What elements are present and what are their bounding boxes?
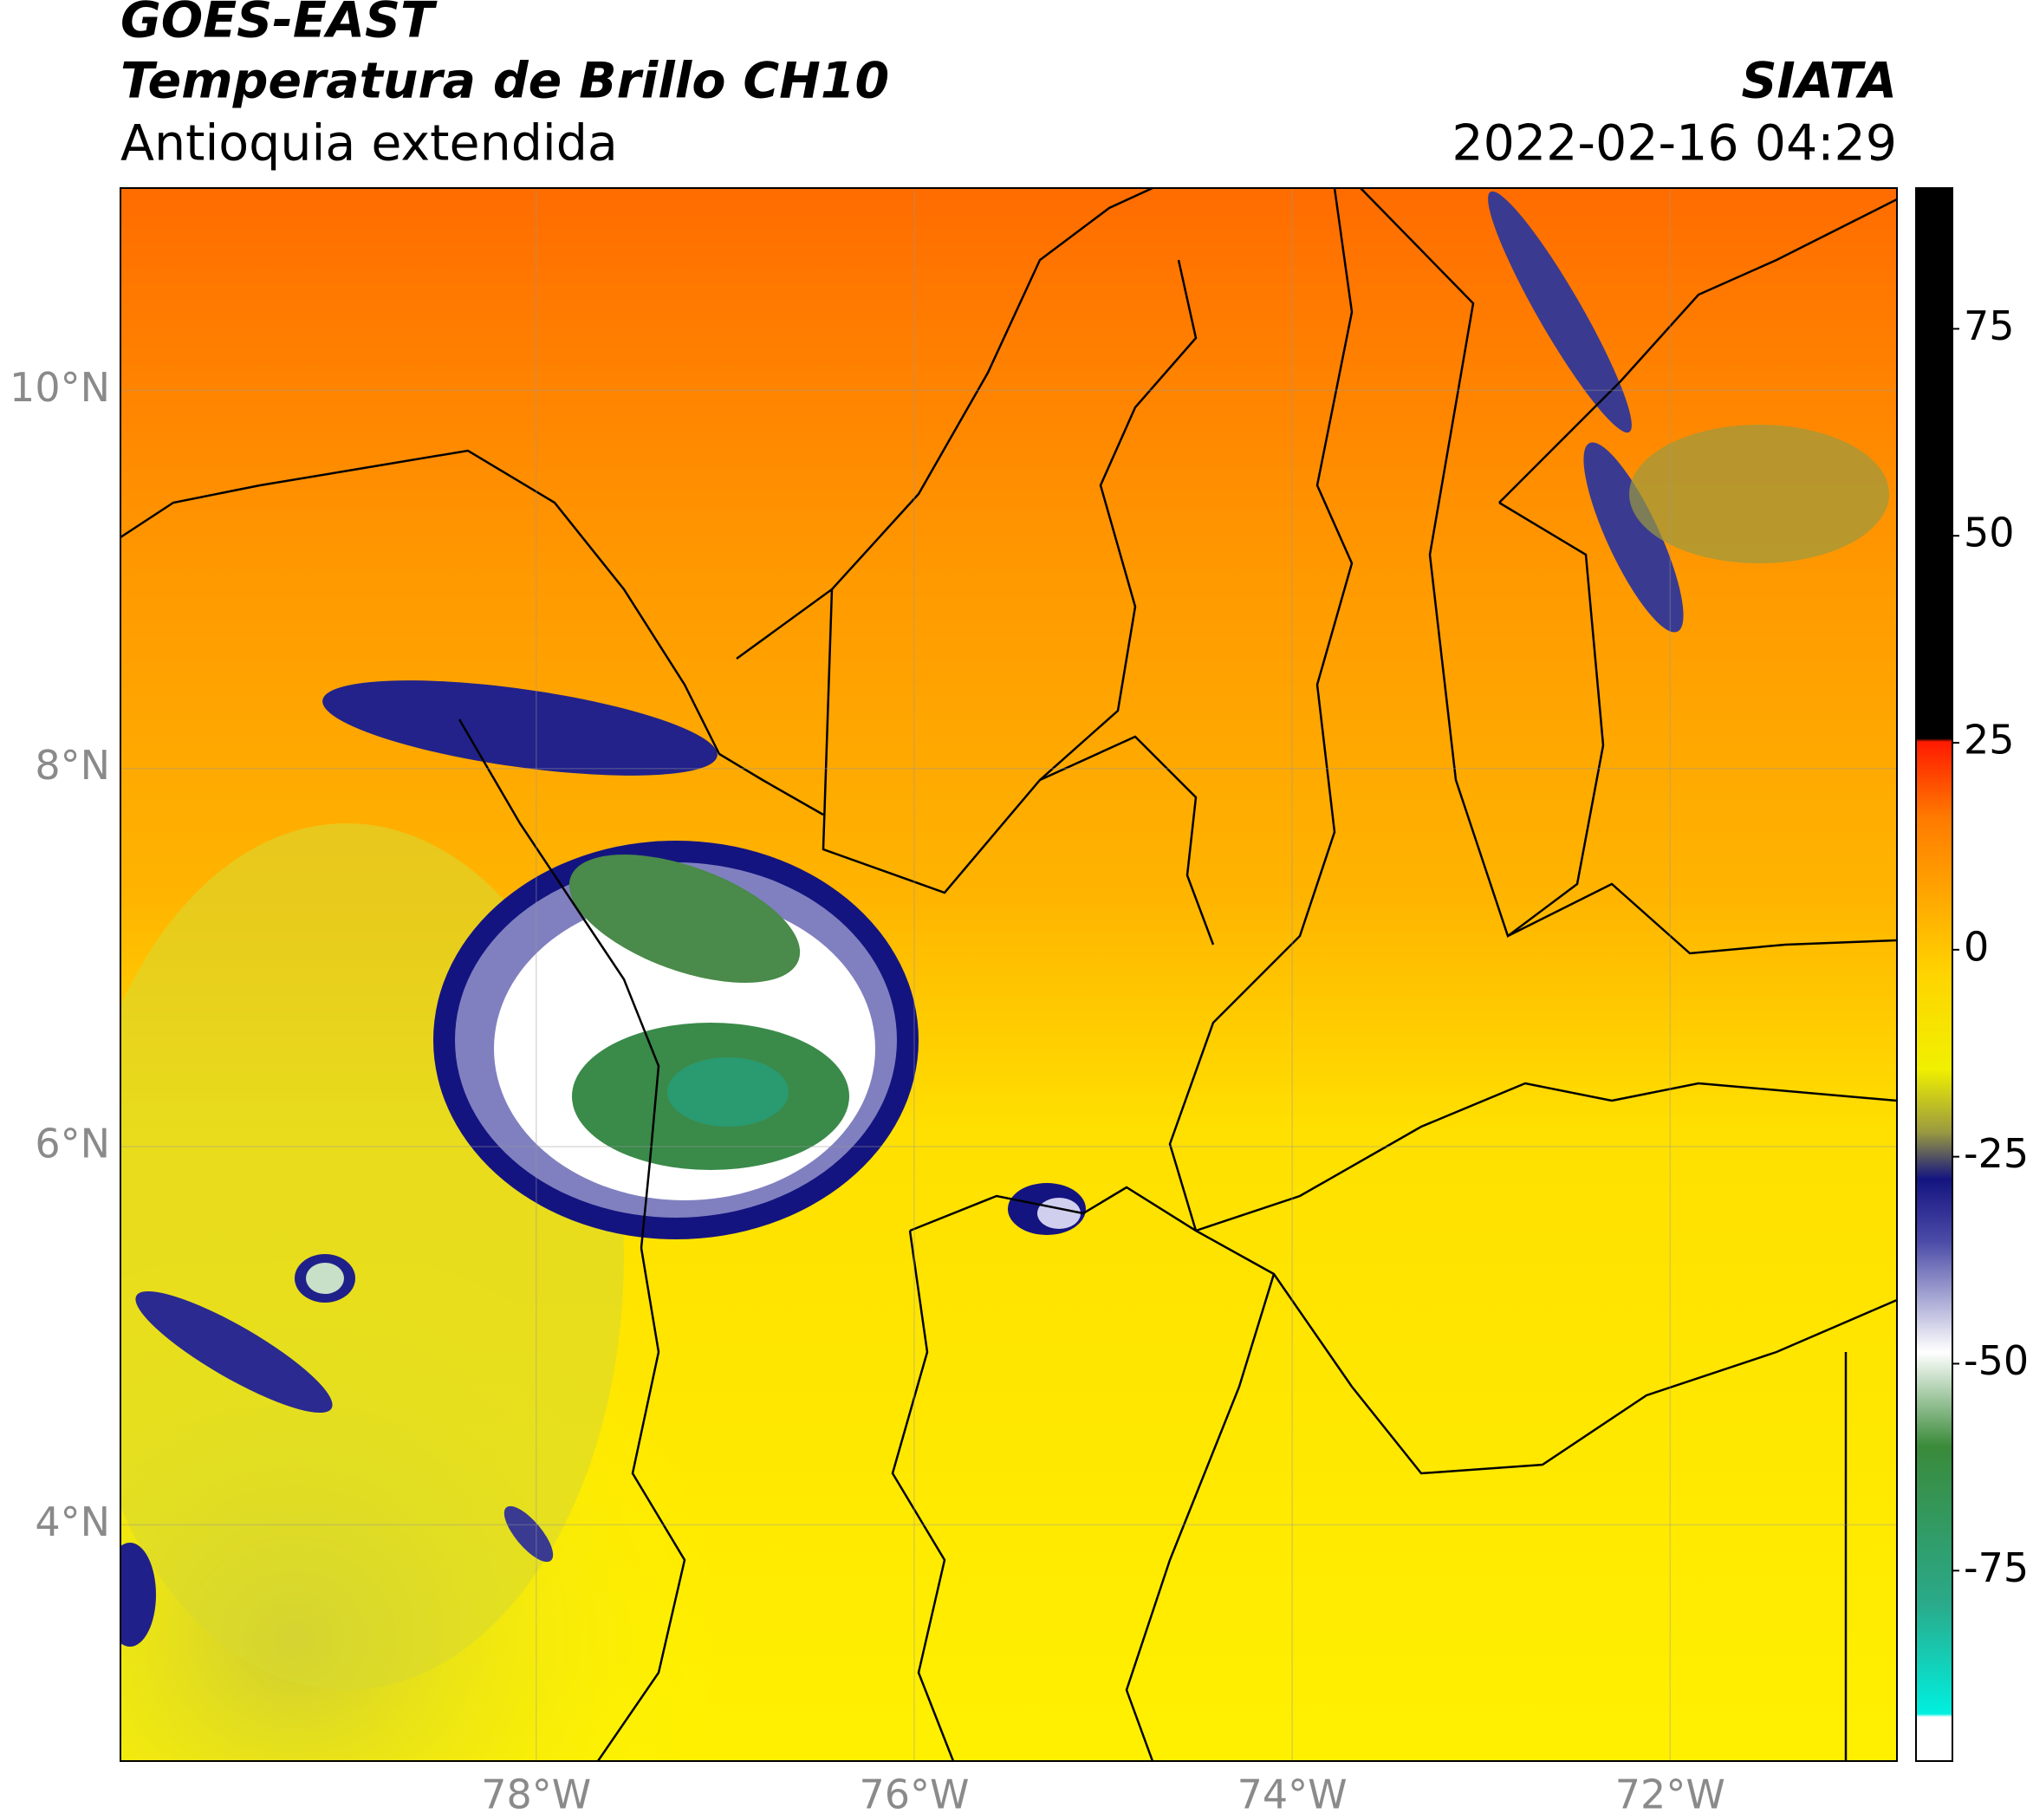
colorbar-tick-label: 50 <box>1964 510 2015 556</box>
date: 2022-02-16 04:29 <box>1452 115 1897 172</box>
colorbar-tick-label: 0 <box>1964 923 1989 970</box>
map-frame <box>120 187 1898 1762</box>
y-tick-label: 4°N <box>35 1498 110 1545</box>
colorbar-tick-label: 75 <box>1964 302 2015 349</box>
source: SIATA <box>1742 53 1898 110</box>
region: Antioquia extendida <box>120 115 618 172</box>
title: GOES-EAST <box>120 0 438 49</box>
y-tick-label: 8°N <box>35 742 110 789</box>
map-image <box>120 188 1897 1761</box>
subtitle: Temperatura de Brillo CH10 <box>120 53 889 110</box>
x-tick-label: 72°W <box>1615 1771 1725 1818</box>
colorbar-tick-label: -50 <box>1964 1337 2029 1384</box>
colorbar-tick-label: -75 <box>1964 1544 2029 1591</box>
x-tick-label: 78°W <box>481 1771 591 1818</box>
colorbar-tick-label: -25 <box>1964 1130 2029 1177</box>
grid <box>120 188 1897 1761</box>
colorbar-tick-label: 25 <box>1964 717 2015 764</box>
y-tick-label: 6°N <box>35 1121 110 1167</box>
x-tick-label: 74°W <box>1237 1771 1348 1818</box>
colorbar <box>1915 187 1953 1762</box>
y-tick-label: 10°N <box>10 364 110 411</box>
x-tick-label: 76°W <box>859 1771 969 1818</box>
